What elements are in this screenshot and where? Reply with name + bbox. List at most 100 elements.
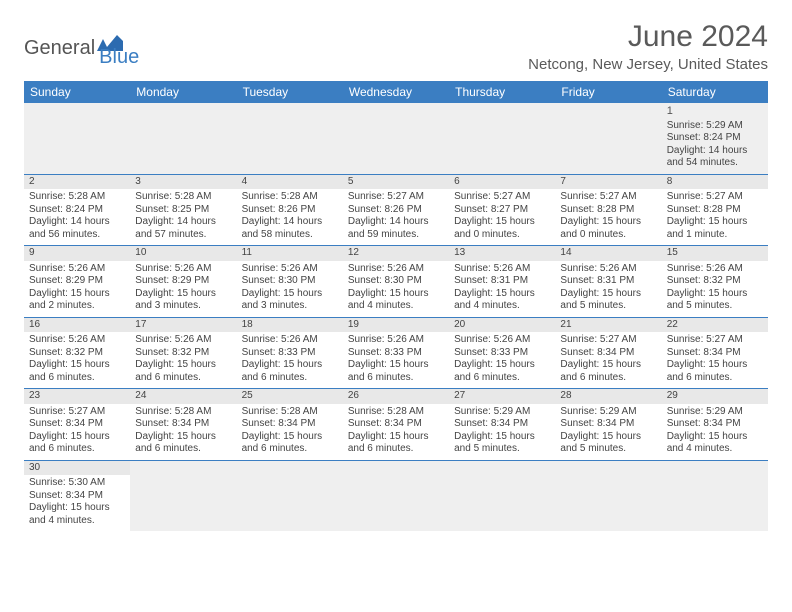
sunrise-text: Sunrise: 5:27 AM [29,406,125,419]
daylight-text: Daylight: 14 hours and 56 minutes. [29,216,125,241]
daylight-text: Daylight: 15 hours and 6 minutes. [667,359,763,384]
weekday-tuesday: Tuesday [237,81,343,103]
day-number-strip: 14 [555,246,661,261]
sunrise-text: Sunrise: 5:27 AM [348,191,444,204]
daylight-text: Daylight: 15 hours and 4 minutes. [667,431,763,456]
weekday-sunday: Sunday [24,81,130,103]
daylight-text: Daylight: 15 hours and 0 minutes. [454,216,550,241]
calendar-cell: 3Sunrise: 5:28 AMSunset: 8:25 PMDaylight… [130,174,236,246]
daylight-text: Daylight: 15 hours and 3 minutes. [242,288,338,313]
calendar-cell [130,460,236,531]
calendar-week: 9Sunrise: 5:26 AMSunset: 8:29 PMDaylight… [24,246,768,318]
daylight-text: Daylight: 15 hours and 6 minutes. [454,359,550,384]
calendar-cell: 22Sunrise: 5:27 AMSunset: 8:34 PMDayligh… [662,317,768,389]
sunset-text: Sunset: 8:29 PM [29,275,125,288]
day-number-strip: 22 [662,318,768,333]
calendar-table: Sunday Monday Tuesday Wednesday Thursday… [24,81,768,531]
day-number-strip: 10 [130,246,236,261]
sunrise-text: Sunrise: 5:26 AM [348,334,444,347]
sunrise-text: Sunrise: 5:26 AM [454,334,550,347]
daylight-text: Daylight: 15 hours and 5 minutes. [560,431,656,456]
day-number-strip: 30 [24,461,130,476]
daylight-text: Daylight: 14 hours and 59 minutes. [348,216,444,241]
day-number-strip: 3 [130,175,236,190]
sunset-text: Sunset: 8:34 PM [29,490,125,503]
sunrise-text: Sunrise: 5:26 AM [348,263,444,276]
sunset-text: Sunset: 8:34 PM [560,418,656,431]
calendar-cell: 28Sunrise: 5:29 AMSunset: 8:34 PMDayligh… [555,389,661,461]
sunset-text: Sunset: 8:32 PM [29,347,125,360]
weekday-friday: Friday [555,81,661,103]
daylight-text: Daylight: 15 hours and 6 minutes. [348,359,444,384]
weekday-thursday: Thursday [449,81,555,103]
sunset-text: Sunset: 8:28 PM [560,204,656,217]
location: Netcong, New Jersey, United States [528,56,768,73]
calendar-week: 30Sunrise: 5:30 AMSunset: 8:34 PMDayligh… [24,460,768,531]
calendar-cell: 5Sunrise: 5:27 AMSunset: 8:26 PMDaylight… [343,174,449,246]
day-number-strip: 28 [555,389,661,404]
calendar-cell: 14Sunrise: 5:26 AMSunset: 8:31 PMDayligh… [555,246,661,318]
day-number-strip: 8 [662,175,768,190]
calendar-cell [343,460,449,531]
calendar-cell: 21Sunrise: 5:27 AMSunset: 8:34 PMDayligh… [555,317,661,389]
daylight-text: Daylight: 15 hours and 6 minutes. [242,359,338,384]
calendar-cell [449,103,555,174]
day-number-strip: 2 [24,175,130,190]
sunrise-text: Sunrise: 5:26 AM [242,263,338,276]
calendar-head: Sunday Monday Tuesday Wednesday Thursday… [24,81,768,103]
sunset-text: Sunset: 8:34 PM [454,418,550,431]
daylight-text: Daylight: 15 hours and 5 minutes. [454,431,550,456]
calendar-cell [662,460,768,531]
day-number-strip: 5 [343,175,449,190]
daylight-text: Daylight: 15 hours and 0 minutes. [560,216,656,241]
day-number-strip: 12 [343,246,449,261]
calendar-cell: 12Sunrise: 5:26 AMSunset: 8:30 PMDayligh… [343,246,449,318]
weekday-saturday: Saturday [662,81,768,103]
day-number-strip: 16 [24,318,130,333]
sunset-text: Sunset: 8:31 PM [454,275,550,288]
daylight-text: Daylight: 15 hours and 2 minutes. [29,288,125,313]
sunset-text: Sunset: 8:24 PM [29,204,125,217]
sunset-text: Sunset: 8:34 PM [560,347,656,360]
day-number-strip: 11 [237,246,343,261]
calendar-cell: 18Sunrise: 5:26 AMSunset: 8:33 PMDayligh… [237,317,343,389]
calendar-cell [555,103,661,174]
sunset-text: Sunset: 8:32 PM [667,275,763,288]
calendar-cell: 1Sunrise: 5:29 AMSunset: 8:24 PMDaylight… [662,103,768,174]
calendar-cell: 19Sunrise: 5:26 AMSunset: 8:33 PMDayligh… [343,317,449,389]
daylight-text: Daylight: 14 hours and 54 minutes. [667,145,763,170]
day-number-strip: 6 [449,175,555,190]
day-number-strip: 13 [449,246,555,261]
sunset-text: Sunset: 8:34 PM [348,418,444,431]
calendar-cell: 10Sunrise: 5:26 AMSunset: 8:29 PMDayligh… [130,246,236,318]
sunset-text: Sunset: 8:32 PM [135,347,231,360]
calendar-cell: 25Sunrise: 5:28 AMSunset: 8:34 PMDayligh… [237,389,343,461]
daylight-text: Daylight: 15 hours and 5 minutes. [667,288,763,313]
calendar-cell: 17Sunrise: 5:26 AMSunset: 8:32 PMDayligh… [130,317,236,389]
day-number-strip: 15 [662,246,768,261]
day-number-strip: 18 [237,318,343,333]
sunrise-text: Sunrise: 5:29 AM [667,120,763,133]
sunrise-text: Sunrise: 5:27 AM [454,191,550,204]
sunrise-text: Sunrise: 5:26 AM [135,263,231,276]
daylight-text: Daylight: 15 hours and 6 minutes. [29,431,125,456]
sunset-text: Sunset: 8:34 PM [667,418,763,431]
calendar-cell: 23Sunrise: 5:27 AMSunset: 8:34 PMDayligh… [24,389,130,461]
sunrise-text: Sunrise: 5:28 AM [135,191,231,204]
sunrise-text: Sunrise: 5:26 AM [242,334,338,347]
day-number-strip: 7 [555,175,661,190]
sunset-text: Sunset: 8:27 PM [454,204,550,217]
sunrise-text: Sunrise: 5:28 AM [29,191,125,204]
calendar-week: 23Sunrise: 5:27 AMSunset: 8:34 PMDayligh… [24,389,768,461]
weekday-monday: Monday [130,81,236,103]
daylight-text: Daylight: 14 hours and 58 minutes. [242,216,338,241]
day-number-strip: 25 [237,389,343,404]
calendar-cell [237,103,343,174]
day-number-strip: 29 [662,389,768,404]
sunset-text: Sunset: 8:24 PM [667,132,763,145]
calendar-cell: 6Sunrise: 5:27 AMSunset: 8:27 PMDaylight… [449,174,555,246]
sunrise-text: Sunrise: 5:29 AM [454,406,550,419]
calendar-cell [343,103,449,174]
sunrise-text: Sunrise: 5:26 AM [560,263,656,276]
calendar-cell: 2Sunrise: 5:28 AMSunset: 8:24 PMDaylight… [24,174,130,246]
